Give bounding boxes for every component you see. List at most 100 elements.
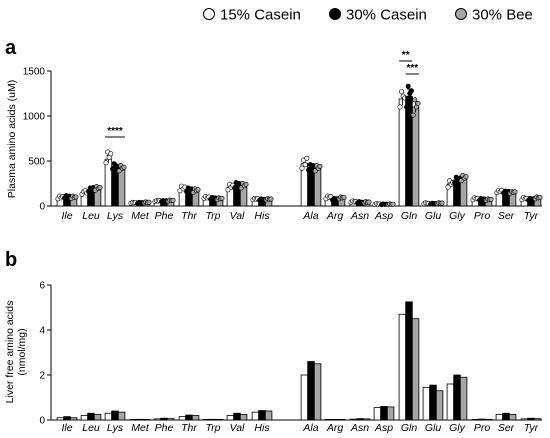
category-label-thr: Thr: [181, 422, 197, 434]
plasma-amino-acids-chart: 0 500 1000 1500 Plasma amino acids (uM) Ile Le…: [6, 50, 543, 222]
category-label-ser: Ser: [498, 210, 515, 222]
category-label-phe: Phe: [155, 422, 174, 434]
bar-30-bee-ala: [313, 363, 322, 421]
bar-30-bee-lys: [117, 411, 126, 421]
bar-15-casein-met: [129, 418, 138, 421]
data-point: [410, 112, 416, 118]
category-label-glu: Glu: [425, 422, 442, 434]
data-point: [397, 104, 403, 110]
bar-15-casein-val: [226, 415, 235, 421]
category-label-arg: Arg: [326, 422, 344, 434]
bar-30-casein-ser: [502, 412, 510, 421]
bar-30-casein-pro: [478, 418, 486, 421]
bar-30-casein-leu: [87, 412, 95, 421]
category-label-his: His: [254, 210, 270, 222]
bar-15-casein-trp: [202, 418, 211, 421]
bar-15-casein-gly: [446, 383, 455, 421]
category-label-phe: Phe: [155, 210, 174, 222]
data-point: [439, 200, 445, 206]
data-point: [299, 165, 305, 171]
data-point: [268, 196, 274, 202]
bar-30-casein-met: [136, 418, 144, 421]
data-point: [445, 184, 451, 190]
data-point: [97, 185, 103, 191]
category-label-ser: Ser: [498, 422, 515, 434]
y-tick-label: 4: [39, 326, 45, 337]
data-point: [73, 194, 79, 200]
bar-30-bee-trp: [215, 418, 224, 421]
bar-15-casein-leu: [80, 415, 89, 421]
data-point: [110, 166, 116, 172]
bar-15-casein-ile: [56, 417, 65, 421]
data-point: [537, 194, 543, 200]
data-point: [404, 104, 410, 110]
category-label-lys: Lys: [107, 422, 124, 434]
bar-30-casein-gln: [405, 301, 413, 421]
data-point: [108, 151, 114, 157]
data-point: [463, 174, 469, 180]
bar-30-casein-asn: [356, 418, 364, 421]
bar-30-bee-his: [264, 410, 273, 421]
category-label-gln: Gln: [401, 210, 418, 222]
legend-label-15-casein: 15% Casein: [220, 7, 301, 24]
bar-30-casein-trp: [209, 418, 217, 421]
category-label-ala: Ala: [302, 210, 318, 222]
category-label-val: Val: [230, 210, 245, 222]
bar-30-bee-phe: [166, 418, 175, 421]
category-label-ile: Ile: [61, 422, 72, 434]
legend: 15% Casein 30% Casein 30% Bee: [203, 7, 533, 24]
bar-15-casein-pro: [471, 418, 480, 421]
data-point: [366, 199, 372, 205]
bar-15-casein-phe: [153, 418, 162, 421]
category-label-gly: Gly: [449, 210, 466, 222]
category-label-trp: Trp: [206, 422, 221, 434]
data-point: [412, 97, 418, 103]
bar-30-bee-leu: [93, 413, 102, 421]
bar-30-bee-ala: [313, 167, 322, 207]
y-tick-label: 0: [39, 202, 45, 213]
y-axis-label: Plasma amino acids (uM): [6, 80, 18, 198]
data-point: [170, 197, 176, 203]
data-point: [146, 199, 152, 205]
bar-30-bee-ile: [69, 417, 78, 421]
bar-30-bee-val: [239, 413, 248, 421]
data-point: [399, 89, 405, 95]
bar-30-casein-tyr: [527, 417, 535, 421]
data-point: [103, 160, 109, 166]
category-label-val: Val: [230, 422, 245, 434]
category-label-asn: Asn: [350, 210, 369, 222]
data-point: [488, 196, 494, 202]
legend-label-30-casein: 30% Casein: [346, 7, 427, 24]
bar-15-casein-his: [251, 411, 260, 421]
bar-30-bee-gly: [459, 376, 468, 421]
bar-15-casein-ser: [495, 413, 504, 421]
data-point: [243, 181, 249, 187]
data-point: [121, 164, 127, 170]
y-tick-label: 500: [28, 157, 45, 168]
bar-30-bee-asn: [362, 418, 371, 421]
significance-label: ***: [406, 63, 418, 74]
category-label-his: His: [254, 422, 270, 434]
category-label-tyr: Tyr: [524, 422, 539, 434]
category-label-asp: Asp: [374, 422, 393, 434]
legend-marker-15-casein: [203, 8, 215, 20]
bar-15-casein-tyr: [520, 418, 529, 421]
bar-30-casein-thr: [185, 414, 193, 421]
bar-30-bee-thr: [191, 415, 200, 421]
category-label-lys: Lys: [107, 210, 124, 222]
bar-30-bee-tyr: [533, 418, 542, 421]
bar-30-casein-gln: [405, 95, 413, 207]
data-point: [219, 195, 225, 201]
bar-15-casein-lys: [104, 158, 113, 207]
y-axis-label-line: (nmol/mg): [16, 328, 28, 375]
category-label-ile: Ile: [61, 210, 72, 222]
data-point: [405, 83, 411, 89]
category-label-pro: Pro: [474, 210, 491, 222]
category-label-leu: Leu: [82, 210, 100, 222]
bar-30-bee-pro: [484, 418, 493, 421]
category-label-tyr: Tyr: [524, 210, 539, 222]
data-point: [312, 168, 318, 174]
category-label-ala: Ala: [302, 422, 318, 434]
category-label-trp: Trp: [206, 210, 221, 222]
